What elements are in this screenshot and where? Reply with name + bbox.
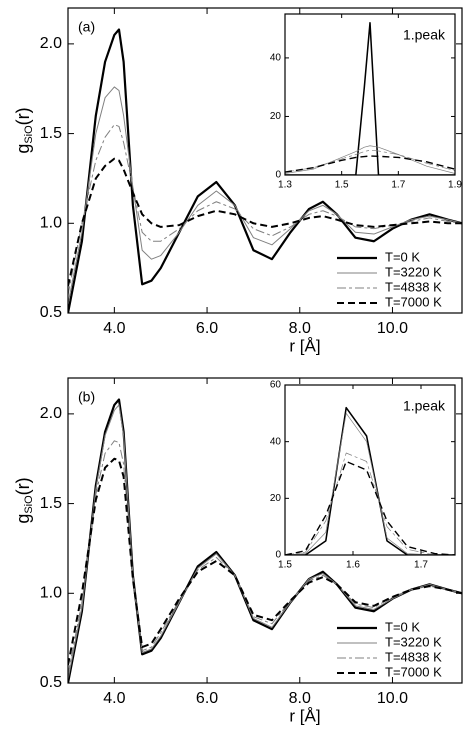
series-line <box>68 457 462 666</box>
y-tick-label: 40 <box>270 436 282 447</box>
series-line <box>285 149 455 173</box>
x-tick-label: 1.6 <box>346 560 360 571</box>
y-label-sub: SiO <box>23 495 35 514</box>
series-line <box>68 28 462 313</box>
panel-label: (b) <box>78 389 95 405</box>
lines <box>285 22 455 175</box>
x-tick-label: 4.0 <box>103 690 125 707</box>
legend-label: T=7000 K <box>385 664 442 679</box>
y-tick-label: 0.5 <box>40 674 62 691</box>
lines <box>68 28 462 313</box>
series-line <box>285 155 455 173</box>
legend-label: T=3220 K <box>385 634 442 649</box>
plot-frame <box>284 13 456 176</box>
plot-area <box>285 14 455 175</box>
x-tick-label: 8.0 <box>289 320 311 337</box>
x-tick-label: 6.0 <box>196 320 218 337</box>
y-tick-label: 20 <box>270 493 282 504</box>
y-label-sub: SiO <box>23 125 35 144</box>
series-line <box>68 404 462 680</box>
y-tick-label: 1.5 <box>40 495 62 512</box>
y-label-main: g <box>13 144 33 154</box>
y-tick-label: 1.5 <box>40 125 62 142</box>
plot-area <box>285 385 455 555</box>
y-tick-label: 1.0 <box>40 215 62 232</box>
y-tick-label: 2.0 <box>40 405 62 422</box>
x-tick-label: 1.7 <box>414 560 428 571</box>
legend-label: T=4838 K <box>385 279 442 294</box>
inset-title: 1.peak <box>403 398 446 414</box>
legend-label: T=7000 K <box>385 294 442 309</box>
y-tick-label: 60 <box>270 380 282 391</box>
y-axis-label: gSiO(r) <box>13 477 35 523</box>
legend-label: T=3220 K <box>385 264 442 279</box>
x-axis-label: r [Å] <box>289 706 320 725</box>
series-line <box>285 22 455 175</box>
y-label-suffix: (r) <box>13 477 33 495</box>
x-tick-label: 6.0 <box>196 690 218 707</box>
x-tick-label: 10.0 <box>377 690 408 707</box>
y-axis-label: gSiO(r) <box>13 107 35 153</box>
x-tick-label: 1.5 <box>278 560 292 571</box>
x-tick-label: 4.0 <box>103 320 125 337</box>
y-tick-label: 0 <box>275 170 281 181</box>
series-line <box>68 157 462 287</box>
series-line <box>68 398 462 683</box>
legend-label: T=0 K <box>385 619 420 634</box>
inset-title: 1.peak <box>403 27 446 43</box>
series-line <box>285 406 455 555</box>
y-tick-label: 1.0 <box>40 585 62 602</box>
plot-frame <box>67 377 463 684</box>
x-tick-label: 1.5 <box>335 180 349 191</box>
lines <box>68 398 462 683</box>
legend-label: T=4838 K <box>385 649 442 664</box>
series-line <box>285 452 455 555</box>
y-tick-label: 0 <box>275 550 281 561</box>
x-tick-label: 1.7 <box>391 180 405 191</box>
x-tick-label: 1.3 <box>278 180 292 191</box>
legend-label: T=0 K <box>385 249 420 264</box>
x-axis-label: r [Å] <box>289 336 320 355</box>
series-line <box>68 86 462 305</box>
plot-frame <box>284 384 456 556</box>
plot-frame <box>67 7 463 314</box>
y-tick-label: 20 <box>270 111 282 122</box>
x-tick-label: 1.9 <box>448 180 462 191</box>
series-line <box>285 460 455 555</box>
y-label-main: g <box>13 514 33 524</box>
y-label-suffix: (r) <box>13 107 33 125</box>
y-tick-label: 0.5 <box>40 304 62 321</box>
x-tick-label: 8.0 <box>289 690 311 707</box>
panel-label: (a) <box>78 19 95 35</box>
y-tick-label: 40 <box>270 53 282 64</box>
y-tick-label: 2.0 <box>40 35 62 52</box>
x-tick-label: 10.0 <box>377 320 408 337</box>
